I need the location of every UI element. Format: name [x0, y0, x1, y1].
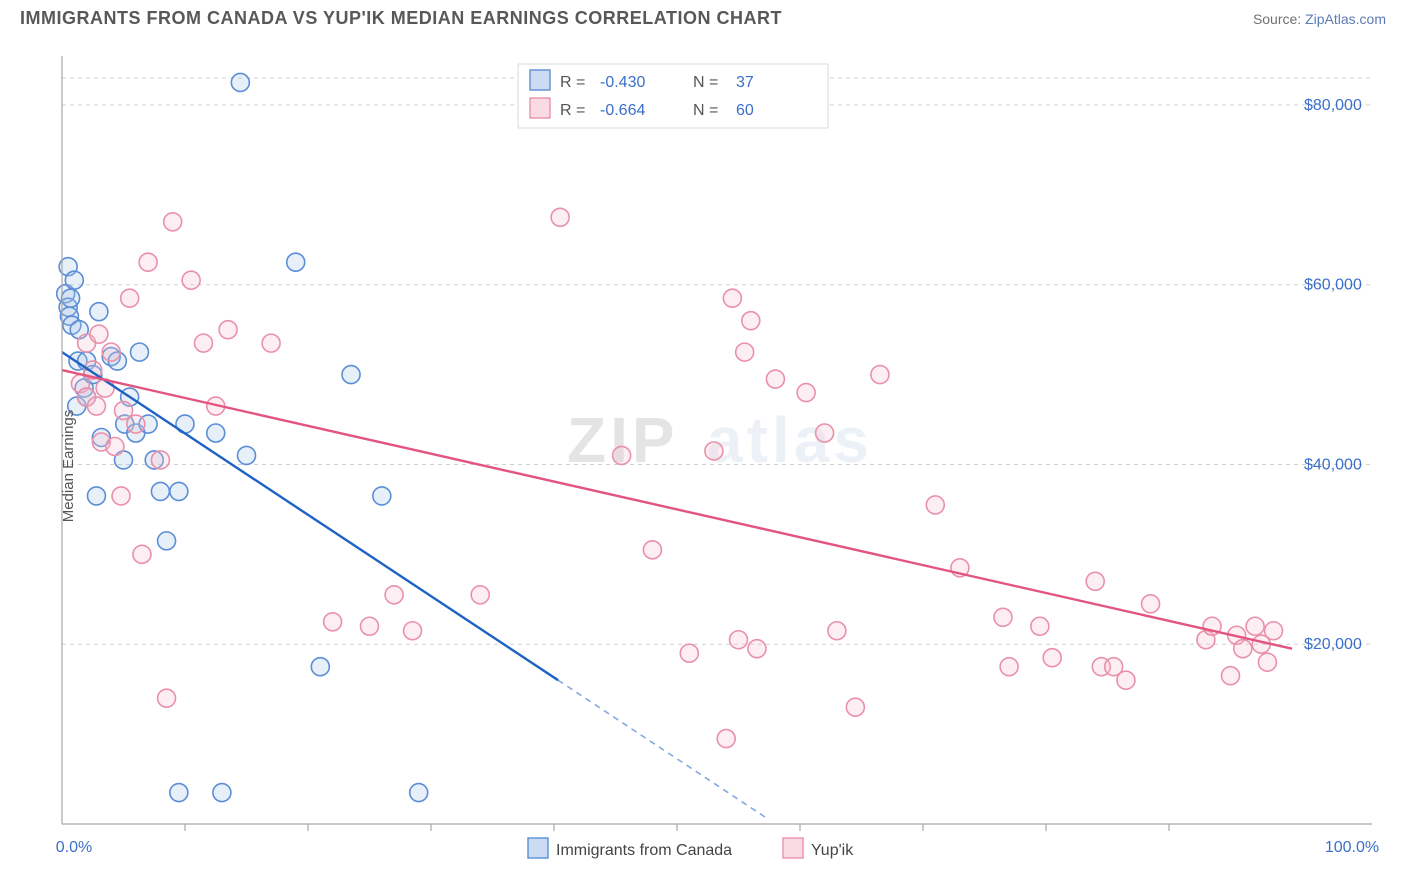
data-point: [213, 784, 231, 802]
legend-series-label: Immigrants from Canada: [556, 842, 732, 859]
data-point: [182, 271, 200, 289]
data-point: [1265, 622, 1283, 640]
y-tick-label: $20,000: [1304, 636, 1362, 653]
data-point: [1031, 617, 1049, 635]
source-credit: Source: ZipAtlas.com: [1253, 11, 1386, 27]
correlation-scatter-chart: $20,000$40,000$60,000$80,000ZIPatlas0.0%…: [20, 48, 1390, 884]
data-point: [311, 658, 329, 676]
data-point: [1246, 617, 1264, 635]
data-point: [170, 784, 188, 802]
data-point: [723, 289, 741, 307]
data-point: [1117, 671, 1135, 689]
y-tick-label: $40,000: [1304, 456, 1362, 473]
data-point: [994, 608, 1012, 626]
data-point: [551, 208, 569, 226]
data-point: [742, 312, 760, 330]
source-label: Source:: [1253, 11, 1301, 27]
data-point: [736, 343, 754, 361]
legend-n-label: N =: [693, 102, 718, 119]
data-point: [106, 437, 124, 455]
data-point: [151, 451, 169, 469]
data-point: [373, 487, 391, 505]
data-point: [926, 496, 944, 514]
data-point: [748, 640, 766, 658]
data-point: [846, 698, 864, 716]
data-point: [87, 397, 105, 415]
data-point: [730, 631, 748, 649]
data-point: [287, 253, 305, 271]
data-point: [643, 541, 661, 559]
data-point: [705, 442, 723, 460]
data-point: [130, 343, 148, 361]
data-point: [1222, 667, 1240, 685]
data-point: [158, 532, 176, 550]
legend-swatch: [528, 838, 548, 858]
data-point: [164, 213, 182, 231]
data-point: [207, 424, 225, 442]
data-point: [62, 289, 80, 307]
data-point: [404, 622, 422, 640]
legend-n-label: N =: [693, 74, 718, 91]
legend-series-label: Yup'ik: [811, 842, 854, 859]
data-point: [121, 289, 139, 307]
data-point: [194, 334, 212, 352]
data-point: [766, 370, 784, 388]
trend-line-extrapolated: [558, 680, 769, 819]
legend-r-label: R =: [560, 74, 585, 91]
data-point: [1234, 640, 1252, 658]
legend-r-value: -0.664: [600, 102, 645, 119]
legend-swatch: [783, 838, 803, 858]
data-point: [151, 482, 169, 500]
data-point: [219, 321, 237, 339]
data-point: [238, 446, 256, 464]
data-point: [680, 644, 698, 662]
data-point: [1142, 595, 1160, 613]
data-point: [471, 586, 489, 604]
watermark: atlas: [707, 404, 873, 476]
legend-r-value: -0.430: [600, 74, 645, 91]
x-tick-label: 100.0%: [1325, 839, 1379, 856]
data-point: [65, 271, 83, 289]
data-point: [1258, 653, 1276, 671]
legend-n-value: 37: [736, 74, 754, 91]
data-point: [361, 617, 379, 635]
data-point: [262, 334, 280, 352]
legend-r-label: R =: [560, 102, 585, 119]
data-point: [170, 482, 188, 500]
data-point: [90, 303, 108, 321]
trend-line: [62, 352, 558, 680]
data-point: [871, 366, 889, 384]
data-point: [87, 487, 105, 505]
data-point: [112, 487, 130, 505]
data-point: [613, 446, 631, 464]
data-point: [231, 73, 249, 91]
y-tick-label: $80,000: [1304, 97, 1362, 114]
legend-n-value: 60: [736, 102, 754, 119]
source-link[interactable]: ZipAtlas.com: [1305, 11, 1386, 27]
data-point: [797, 384, 815, 402]
x-tick-label: 0.0%: [56, 839, 92, 856]
data-point: [1000, 658, 1018, 676]
y-tick-label: $60,000: [1304, 277, 1362, 294]
data-point: [717, 730, 735, 748]
data-point: [324, 613, 342, 631]
data-point: [102, 343, 120, 361]
legend-swatch: [530, 98, 550, 118]
chart-title: IMMIGRANTS FROM CANADA VS YUP'IK MEDIAN …: [20, 8, 782, 29]
data-point: [816, 424, 834, 442]
data-point: [90, 325, 108, 343]
data-point: [133, 545, 151, 563]
data-point: [410, 784, 428, 802]
data-point: [127, 415, 145, 433]
data-point: [828, 622, 846, 640]
data-point: [1086, 572, 1104, 590]
legend-swatch: [530, 70, 550, 90]
y-axis-label: Median Earnings: [60, 410, 77, 523]
data-point: [139, 253, 157, 271]
data-point: [1043, 649, 1061, 667]
data-point: [342, 366, 360, 384]
data-point: [158, 689, 176, 707]
data-point: [385, 586, 403, 604]
